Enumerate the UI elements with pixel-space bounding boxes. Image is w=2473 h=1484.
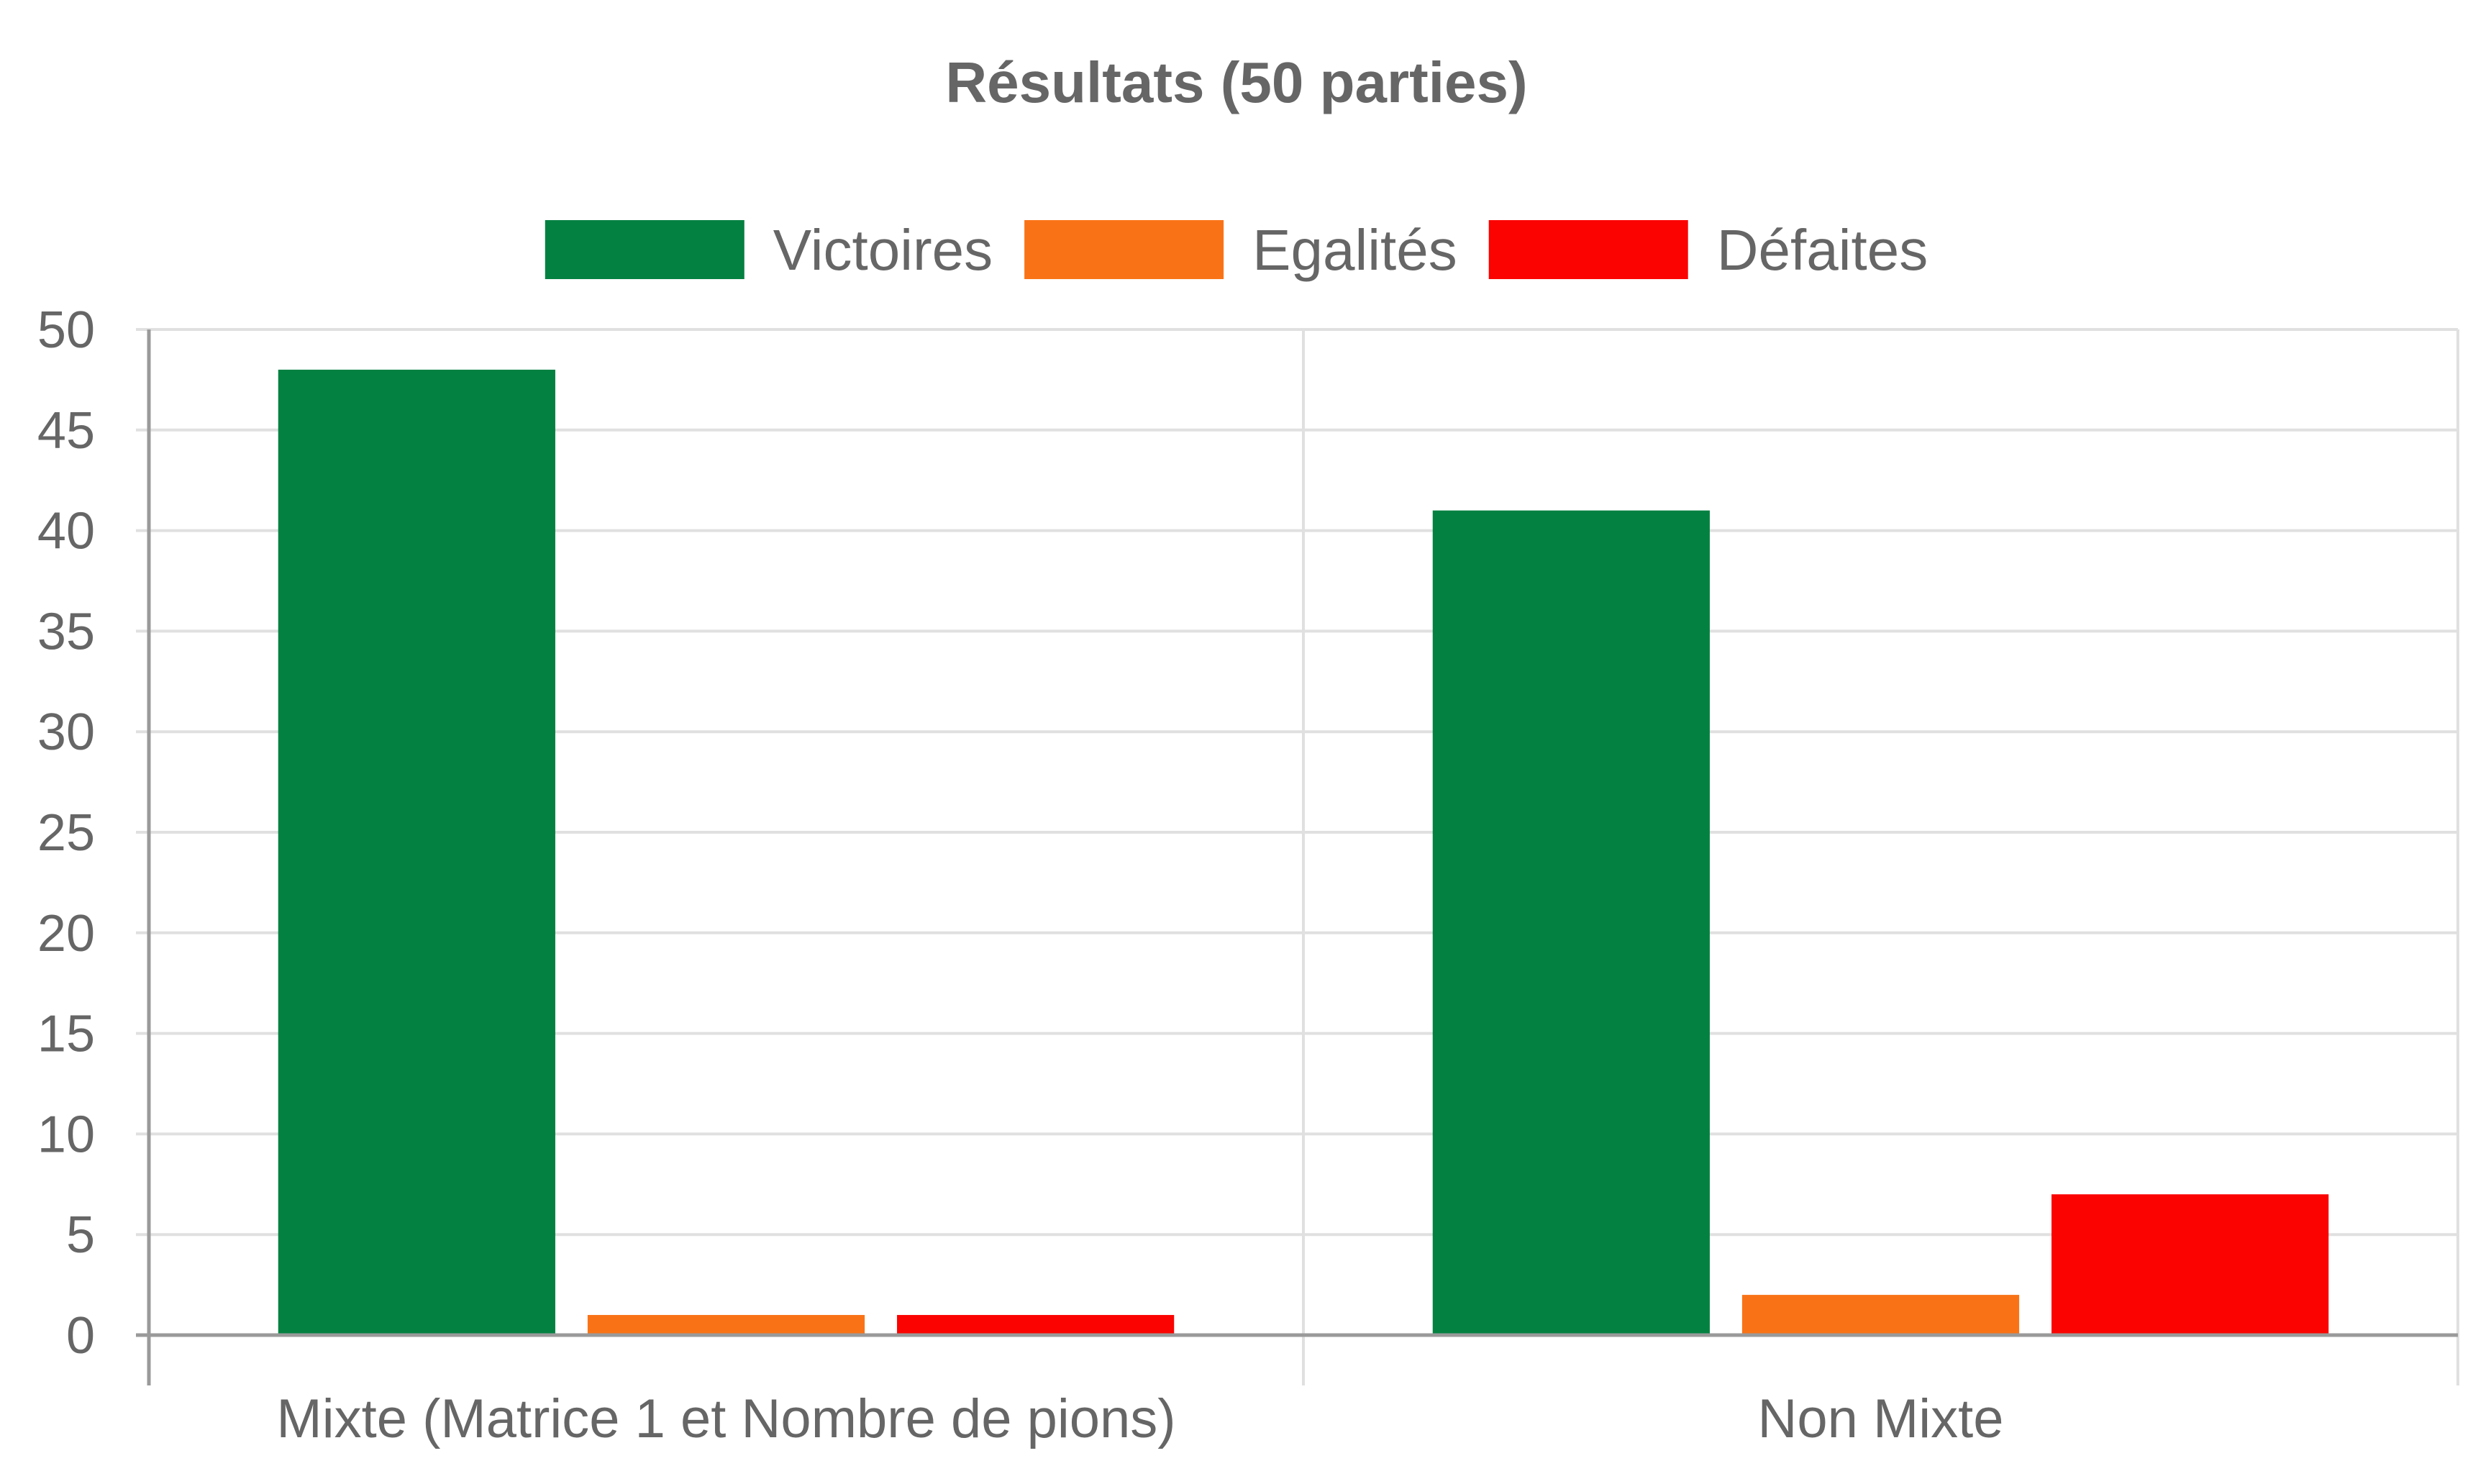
legend-label: Victoires — [773, 218, 993, 282]
x-category-label: Non Mixte — [1757, 1388, 2003, 1449]
y-tick-label: 45 — [37, 402, 95, 460]
y-tick-label: 35 — [37, 603, 95, 660]
y-tick-label: 50 — [37, 301, 95, 359]
x-category-label: Mixte (Matrice 1 et Nombre de pions) — [276, 1388, 1175, 1449]
x-axis-labels: Mixte (Matrice 1 et Nombre de pions) Non … — [276, 1388, 2003, 1449]
y-axis-ticks: 0 5 10 15 20 25 30 35 40 45 50 — [37, 301, 95, 1365]
axes — [136, 329, 2458, 1385]
legend-label: Egalités — [1252, 218, 1457, 282]
legend-label: Défaites — [1717, 218, 1928, 282]
y-tick-label: 10 — [37, 1106, 95, 1163]
bar-defaites — [2051, 1194, 2329, 1335]
legend-swatch — [1024, 220, 1224, 279]
y-tick-label: 5 — [66, 1206, 95, 1264]
y-tick-label: 25 — [37, 804, 95, 862]
bar-egalites — [1741, 1295, 2020, 1335]
bars — [278, 369, 2329, 1336]
y-tick-label: 40 — [37, 503, 95, 560]
y-tick-label: 15 — [37, 1006, 95, 1063]
bar-victoires — [278, 369, 555, 1336]
legend-swatch — [1488, 220, 1688, 279]
y-tick-label: 0 — [66, 1307, 95, 1365]
legend: Victoires Egalités Défaites — [545, 218, 1928, 282]
y-tick-label: 20 — [37, 905, 95, 962]
legend-swatch — [545, 220, 744, 279]
chart-title: Résultats (50 parties) — [945, 50, 1527, 114]
bar-victoires — [1432, 510, 1710, 1335]
bar-defaites — [897, 1315, 1175, 1335]
y-tick-label: 30 — [37, 704, 95, 761]
bar-egalites — [587, 1315, 865, 1335]
